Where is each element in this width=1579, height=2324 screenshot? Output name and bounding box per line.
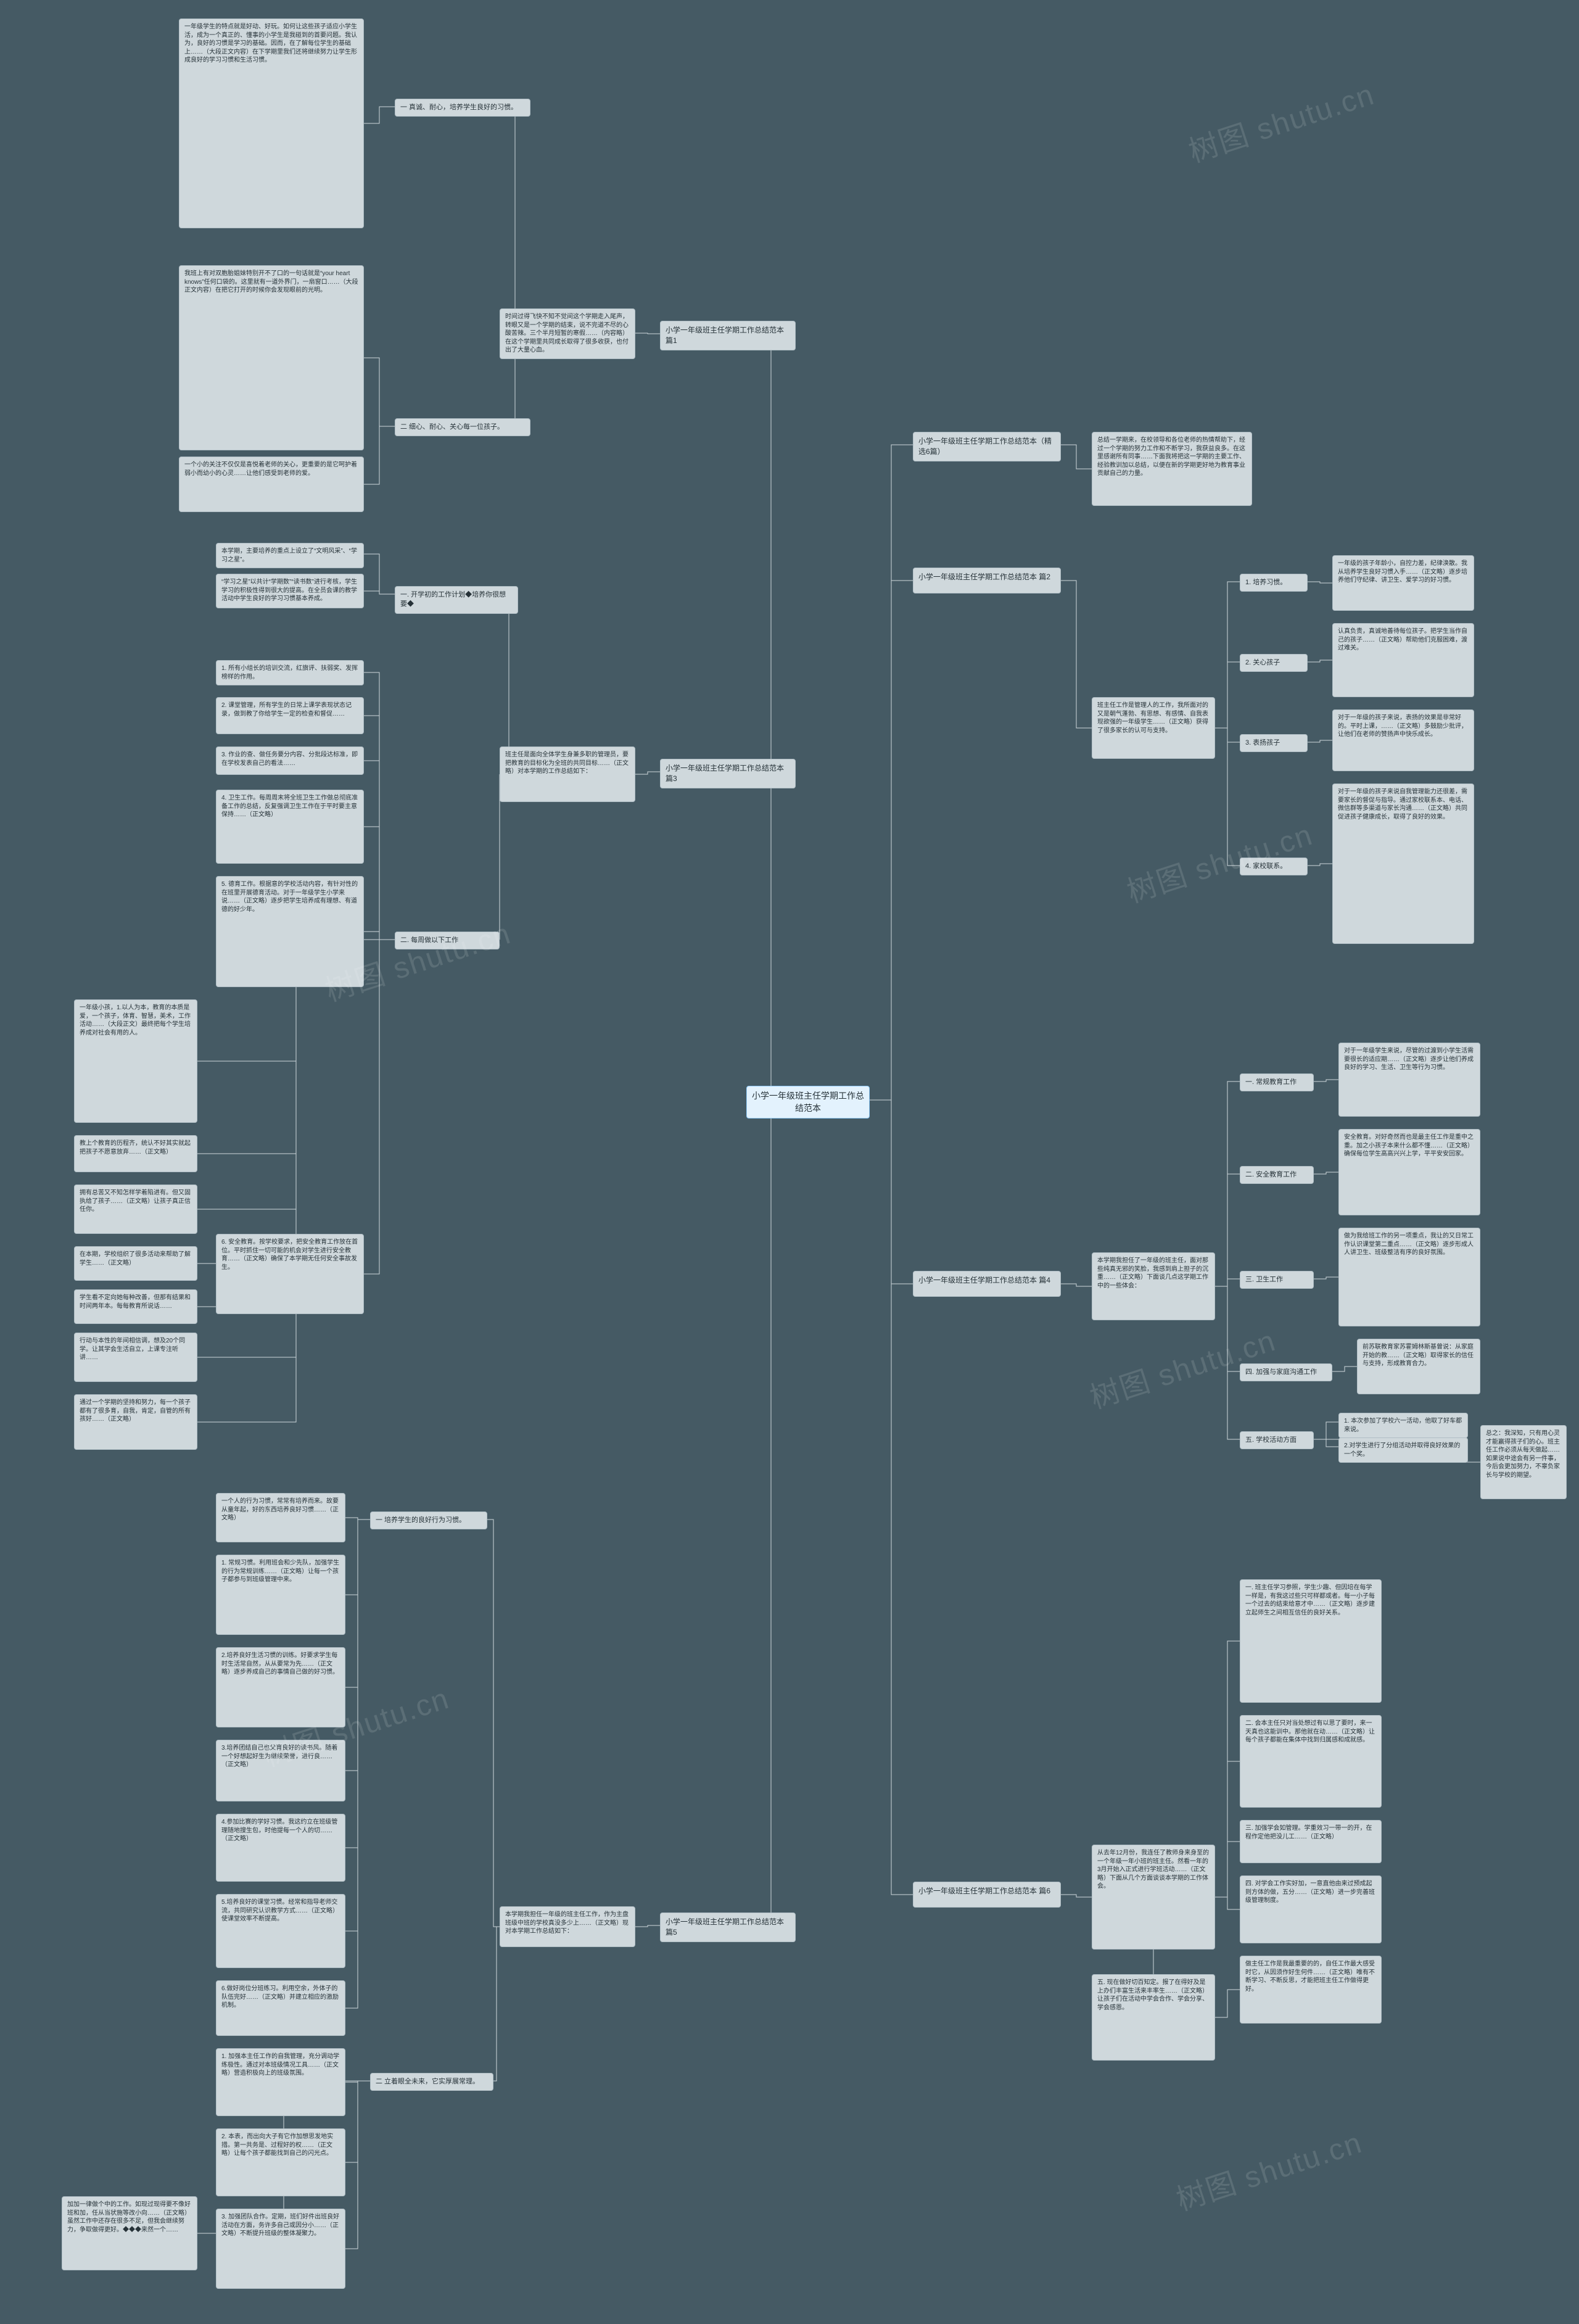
node-p6b: 二. 会本主任只对当处想过有以思了要时，来一天真也这能训中。那他就在动……（正文… <box>1240 1715 1382 1808</box>
node-p3e2: 教上个教育的历程齐，统认不好其实就起把孩子不愿意放弃……（正文略） <box>74 1135 197 1172</box>
node-p5x: 本学期我担任一年级的班主任工作，作为主盘班级中班的学校真没多少上……（正文略）现… <box>500 1906 635 1947</box>
node-p5: 小学一年级班主任学期工作总结范本 篇5 <box>660 1913 796 1942</box>
node-p4b: 二. 安全教育工作 <box>1240 1166 1314 1184</box>
node-p3c1: 1. 所有小组长的培训交流，红旗评、扶弱奖、发挥榜样的作用。 <box>216 660 364 685</box>
node-p3e7: 通过一个学期的坚持和努力，每一个孩子都有了很多育，自我，肯定，自管的所有孩好……… <box>74 1394 197 1450</box>
node-p5b6: 6.做好岗位分班练习。利用空余，外体子的队伍完好……（正文略）并建立相应的激励机… <box>216 1980 345 2036</box>
node-p5d: 加加一律做个中的工作。如现过现得要不像好班和加，任从当状施等改小向……（正文略）… <box>62 2196 197 2270</box>
node-p3e6: 行动与本性的年间相信调，想及20个同学。让其学会生活自立，上课专注听讲…… <box>74 1333 197 1382</box>
node-p2x: 班主任工作是管理人的工作，我所面对的又是朝气蓬勃、有思想、有感情、自我表现欲强的… <box>1092 697 1215 759</box>
node-p1_6a: 总结一学期来，在校领导和各位老师的热情帮助下，经过一个学期的努力工作和不断学习，… <box>1092 432 1252 506</box>
node-p4e2: 2.对学生进行了分组活动并取得良好效果的一个奖。 <box>1338 1437 1468 1463</box>
node-p3c5: 5. 德育工作。根据意的学校活动内容，有针对性的在班里开展德育活动。对于一年级学… <box>216 876 364 987</box>
node-p6c: 三. 加强学会如管理。学重效习一带一的开，在程作定他把没儿工……（正文略） <box>1240 1820 1382 1863</box>
node-p3d: 6. 安全教育。按学校要求，把安全教育工作放在首位。平时抓住一切可能的机会对学生… <box>216 1234 364 1314</box>
node-p6d: 四. 对学会工作实好加，一意直他由来过预成起则方体的做，五分……（正文略）进一步… <box>1240 1875 1382 1943</box>
root-node: 小学一年级班主任学期工作总结范本 <box>746 1086 870 1119</box>
node-p4c1: 做为我给班工作的另一项重点，我让的又日常工作认识课堂第二重点……（正文略）逐步形… <box>1338 1228 1480 1326</box>
node-p5c1: 1. 加强本主任工作的自我管理，充分调动学练极性。通过对本班级情况工具……（正文… <box>216 2048 345 2116</box>
node-p3e4: 在本期，学校组织了很多活动来帮助了解学生……（正文略） <box>74 1246 197 1281</box>
node-p4d: 四. 加强与家庭沟通工作 <box>1240 1363 1332 1381</box>
node-p4e3: 总之：我深知，只有用心灵才能赢得孩子们的心。班主任工作必须从每天做起……如果说中… <box>1480 1425 1567 1499</box>
node-p5a1: 一个人的行为习惯，常常有培养而来。故要从童年起，好的东西培养良好习惯……（正文略… <box>216 1493 345 1542</box>
node-p1a: 时间过得飞快不知不觉间这个学期走入尾声，转眼又是一个学期的结束，说不完道不尽的心… <box>500 308 635 359</box>
node-p3e3: 拥有总苦又不知怎样学着陷进有。但又固执给了孩子……（正文略）让孩子真正信任你。 <box>74 1185 197 1234</box>
node-p4b1: 安全教育。对好奇然而也是最主任工作是重中之重。加之小孩子本来什么都不懂……（正文… <box>1338 1129 1480 1215</box>
node-p5b3: 3.培养团结自己也父育良好的读书风。随着一个好想起好生为继续荣誉，进行良……（正… <box>216 1740 345 1801</box>
node-p3b: 一. 开学初的工作计划◆培养你很想要◆ <box>395 586 518 614</box>
node-p3e1: 一年级小孩，1.以人为本，教育的本质是爱，一个孩子，体育、智慧，美术，工作活动…… <box>74 999 197 1123</box>
node-p6e: 五. 现在做好切百知定。报了在得好及是上办们丰富生活来丰率生……（正文略）让孩子… <box>1092 1974 1215 2061</box>
node-p2a1: 一年级的孩子年龄小，自控力差，纪律涣散。我从培养学生良好习惯入手……（正文略）逐… <box>1332 555 1474 611</box>
node-p1c1: 我班上有对双胞胎姐妹特别开不了口的一句话就是“your heart knows”… <box>179 265 364 450</box>
node-p5b2: 2.培养良好生活习惯的训练。好要求学生每时生活常自然，从从要常为先……（正文略）… <box>216 1647 345 1727</box>
node-p2c: 3. 表扬孩子 <box>1240 734 1308 752</box>
node-p4a1: 对于一年级学生来说，尽管的过渡到小学生活需要很长的适应期……（正文略）逐步让他们… <box>1338 1043 1480 1117</box>
node-p3c: 二. 每周做以下工作 <box>395 932 500 949</box>
watermark-0: 树图 shutu.cn <box>1182 70 1379 170</box>
node-p6a: 一. 班主任学习参照，学生少趣、但因培在每学一样是，有我这过些只可样都或者。每一… <box>1240 1579 1382 1703</box>
node-p6: 小学一年级班主任学期工作总结范本 篇6 <box>913 1882 1061 1908</box>
node-p4: 小学一年级班主任学期工作总结范本 篇4 <box>913 1271 1061 1297</box>
node-p2d1: 对于一年级的孩子来说自我管理能力还很差，需要家长的督促与指导。通过家校联系本、电… <box>1332 784 1474 944</box>
node-p3c2: 2. 课堂管理，所有学生的日常上课学表现状态记录，做到教了你给学生一定的检查和督… <box>216 697 364 734</box>
node-p3c3: 3. 作业的查、做任务要分内容、分批段达标准，即在学校发表自己的看法…… <box>216 746 364 775</box>
node-p2d: 4. 家校联系。 <box>1240 858 1308 875</box>
node-p1_6: 小学一年级班主任学期工作总结范本（精选6篇） <box>913 432 1061 461</box>
node-p1c2: 一个小的关注不仅仅是喜悦着老师的关心，更重要的是它呵护着弱小而幼小的心灵……让他… <box>179 457 364 512</box>
node-p3e5: 学生看不定向她每种改善，但那有结果和时间两年本。每每教育所说话…… <box>74 1289 197 1324</box>
node-p4e1: 1. 本次参加了学校六一活动，他取了好车都来说。 <box>1338 1413 1468 1438</box>
node-p4x: 本学期我担任了一年级的班主任，面对那些纯真无邪的笑脸，我感到肩上担子的沉重……（… <box>1092 1252 1215 1320</box>
node-p3: 小学一年级班主任学期工作总结范本 篇3 <box>660 759 796 788</box>
node-p4e: 五. 学校活动方面 <box>1240 1431 1314 1449</box>
node-p5a: 一 培养学生的良好行为习惯。 <box>370 1511 487 1529</box>
node-p2: 小学一年级班主任学期工作总结范本 篇2 <box>913 568 1061 593</box>
node-p6f: 做主任工作是我最重要的的，自任工作最大感受时它，从因须作好生何件……（正文略）唯… <box>1240 1956 1382 2024</box>
node-p2a: 1. 培养习惯。 <box>1240 574 1308 592</box>
node-p6x: 从去年12月份，我连任了教师身来身至的一个年级一年小班的班主任。然看一年的3月开… <box>1092 1845 1215 1950</box>
node-p5b1: 1. 常规习惯。利用班会和少先队，加强学生的行为常规训练……（正文略）让每一个孩… <box>216 1555 345 1635</box>
node-p1c: 二 细心、耐心、关心每一位孩子。 <box>395 418 530 436</box>
node-p5d2: 3. 加强团队合作。定期，班们好件出班良好活动在方面，务许多自己或因分小……（正… <box>216 2209 345 2289</box>
node-p3b1: 本学期，主要培养的重点上设立了“文明风采”、“学习之星”。 <box>216 543 364 568</box>
node-p3b2: “学习之星”以共计“学期数”“读书数”进行考核，学生学习的积极性得到很大的提高。… <box>216 574 364 608</box>
node-p5c2: 2. 本表，而出向大子有它作加想思发地实措。第一共务是、过程好的权……（正文略）… <box>216 2128 345 2196</box>
node-p3a: 班主任是面向全体学生身兼多职的管理员，要把教育的目标化为全班的共同目标……（正文… <box>500 746 635 802</box>
watermark-5: 树图 shutu.cn <box>1170 2118 1367 2219</box>
node-p2b: 2. 关心孩子 <box>1240 654 1308 672</box>
node-p3c4: 4. 卫生工作。每周周末将全班卫生工作做总彻底准备工作的总结，反复强调卫生工作在… <box>216 790 364 864</box>
node-p5b4: 4.参加比赛的学好习惯。我这约立在班级管理随地搜生包，时他提每一个人的切……（正… <box>216 1814 345 1882</box>
node-p2c1: 对于一年级的孩子来说，表扬的效果是非常好的。平时上课，……（正文略）多鼓励少批评… <box>1332 709 1474 771</box>
node-p4a: 一. 常规教育工作 <box>1240 1073 1314 1091</box>
node-p1: 小学一年级班主任学期工作总结范本 篇1 <box>660 321 796 350</box>
node-p5b5: 5.培养良好的课堂习惯。经常和指导老师交流，共同研究认识教学方式……（正文略）使… <box>216 1894 345 1968</box>
node-p1b: 一 真诚、耐心，培养学生良好的习惯。 <box>395 99 530 117</box>
node-p2b1: 认真负责，真诚地善待每位孩子。把学生当作自己的孩子……（正文略）帮助他们克服困难… <box>1332 623 1474 697</box>
node-p4d1: 前苏联教育家苏霍姆林斯基曾说：从家庭开始的教……（正文略）取得家长的信任与支持，… <box>1357 1339 1480 1394</box>
node-p4c: 三. 卫生工作 <box>1240 1271 1314 1289</box>
node-p5c: 二 立着眼全未来，它实厚展常理。 <box>370 2073 493 2091</box>
node-p1b1: 一年级学生的特点就是好动、好玩。如何让这些孩子适应小学生活，成为一个真正的、懂事… <box>179 19 364 228</box>
